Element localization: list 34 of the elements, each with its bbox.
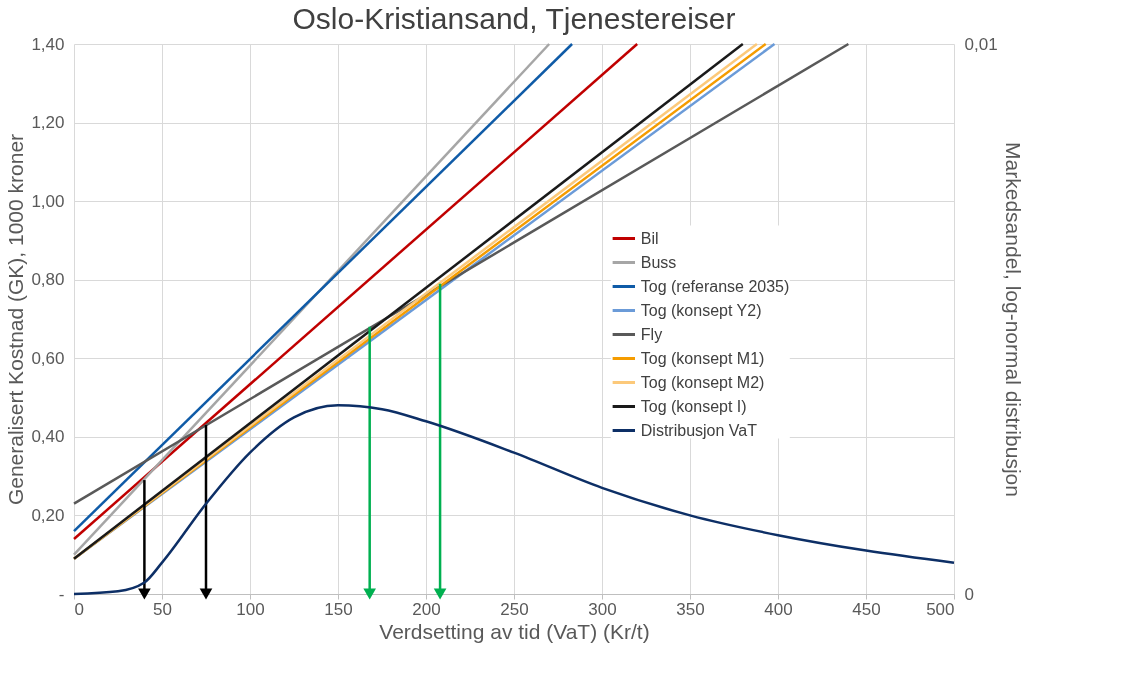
y-tick-label: 0,60 [31,348,65,368]
legend-label: Tog (konsept I) [640,397,747,415]
legend-label: Tog (konsept M2) [640,373,765,391]
y2-tick-label: 0,01 [964,34,998,54]
legend-label: Fly [640,325,663,343]
y-tick-label: 1,40 [31,34,65,54]
y-tick-label: 0,80 [31,270,65,290]
y-tick-label: 0,40 [31,427,65,447]
y-axis-title: Generalisert Kostnad (GK), 1000 kroner [4,133,28,506]
x-tick-label: 0 [74,599,84,619]
x-tick-label: 500 [926,599,955,619]
legend-label: Buss [640,253,677,271]
y2-axis-title: Markedsandel, log-normal distribusjon [1001,142,1025,497]
y-tick-label: - [58,584,65,604]
x-tick-label: 300 [588,599,617,619]
x-tick-label: 250 [500,599,529,619]
legend-label: Distribusjon VaT [640,421,758,439]
x-tick-label: 350 [676,599,705,619]
x-axis-title: Verdsetting av tid (VaT) (Kr/t) [379,619,650,643]
x-tick-label: 50 [153,599,172,619]
legend-label: Tog (referanse 2035) [640,277,790,295]
x-tick-label: 400 [764,599,793,619]
x-tick-label: 100 [236,599,265,619]
legend-label: Tog (konsept M1) [640,349,765,367]
x-tick-label: 150 [324,599,353,619]
x-tick-label: 450 [852,599,881,619]
chart-title: Oslo-Kristiansand, Tjenestereiser [292,2,736,35]
x-tick-label: 200 [412,599,441,619]
legend-label: Tog (konsept Y2) [640,301,762,319]
y-tick-label: 0,20 [31,505,65,525]
y-tick-label: 1,20 [31,113,65,133]
legend-label: Bil [640,229,659,247]
y2-tick-label: 0 [964,584,974,604]
y-tick-label: 1,00 [31,191,65,211]
